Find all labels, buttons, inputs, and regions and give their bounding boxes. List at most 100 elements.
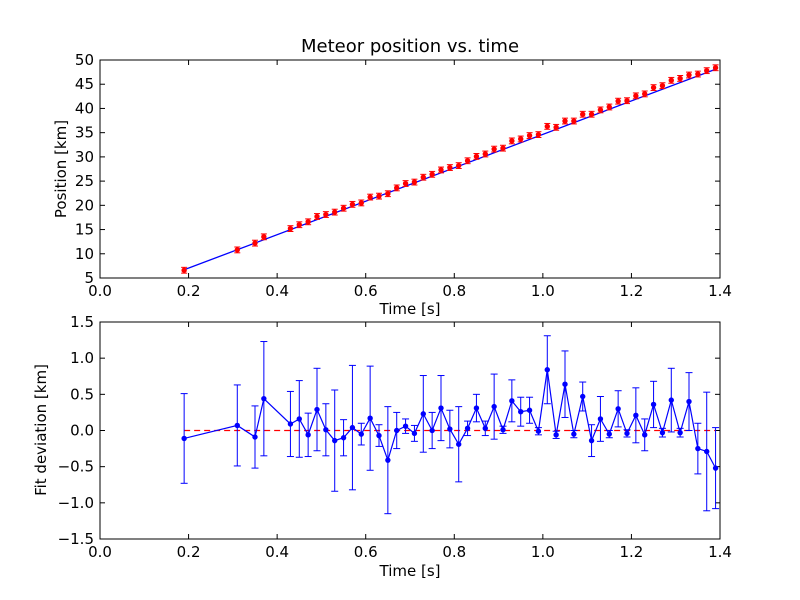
data-point <box>323 211 329 218</box>
x-tick-label: 0.2 <box>177 282 201 300</box>
measurement-point <box>181 266 188 274</box>
data-point <box>385 457 391 463</box>
data-point <box>181 435 187 442</box>
data-point <box>411 430 418 437</box>
x-axis-label: Time [s] <box>379 562 441 580</box>
measurement-point <box>491 145 498 153</box>
deviation-point <box>561 350 569 418</box>
deviation-point <box>490 373 498 440</box>
data-point <box>562 118 568 124</box>
measurement-point <box>402 180 409 187</box>
data-point <box>323 427 329 433</box>
measurement-point <box>624 97 630 105</box>
y-axis-label: Position [km] <box>52 120 70 218</box>
deviation-point <box>614 390 622 428</box>
data-point <box>642 91 648 97</box>
measurement-point <box>252 239 258 247</box>
data-point <box>420 411 426 417</box>
measurement-point <box>287 225 294 232</box>
data-point <box>642 432 648 438</box>
measurement-point <box>455 162 462 170</box>
y-tick-label: 30 <box>75 148 94 166</box>
data-point <box>571 431 577 437</box>
measurement-point <box>517 135 524 143</box>
y-tick-label: 50 <box>75 51 94 69</box>
x-tick-label: 0.0 <box>88 543 112 561</box>
measurement-point <box>331 208 338 216</box>
data-point <box>385 191 391 197</box>
y-axis-ticks: −1.5 −1.0 −0.5 0.0 0.5 1.0 1.5 <box>58 313 720 548</box>
deviation-point <box>455 406 463 483</box>
deviation-point <box>508 379 516 423</box>
deviation-point <box>534 427 542 436</box>
x-tick-label: 1.2 <box>619 282 643 300</box>
data-point <box>659 82 666 89</box>
data-point <box>447 426 453 432</box>
measurement-point <box>535 131 542 139</box>
deviation-point <box>419 375 427 453</box>
deviation-point <box>233 384 241 467</box>
data-point <box>349 424 356 431</box>
data-point <box>553 432 559 438</box>
measurement-point <box>322 211 329 218</box>
measurement-point <box>615 97 622 105</box>
y-tick-label: 35 <box>75 124 94 142</box>
data-point <box>456 441 462 447</box>
measurement-point <box>703 67 710 75</box>
data-point <box>624 97 630 104</box>
deviation-point <box>295 380 303 458</box>
deviation-point <box>331 389 339 492</box>
data-point <box>340 435 347 441</box>
data-point <box>650 401 657 408</box>
data-point <box>402 180 409 187</box>
deviation-point <box>650 380 658 429</box>
data-point <box>500 427 506 433</box>
data-point <box>411 179 418 185</box>
x-tick-label: 0.8 <box>442 543 466 561</box>
deviation-point <box>322 403 330 457</box>
deviation-point <box>596 396 604 442</box>
deviation-point <box>464 420 472 437</box>
measurement-point <box>234 246 241 254</box>
data-point <box>695 71 701 77</box>
y-tick-label: 1.0 <box>70 349 94 367</box>
data-point <box>438 167 444 173</box>
data-point <box>367 194 373 200</box>
measurement-point <box>349 200 356 208</box>
deviation-point <box>712 427 720 510</box>
position-plot: Meteor position vs. time 0.0 0.2 0.4 0.6 0.8… <box>52 36 732 318</box>
x-tick-label: 1.4 <box>708 543 732 561</box>
data-point <box>712 65 719 71</box>
data-point <box>349 201 356 208</box>
measurement-point <box>650 84 657 92</box>
measurement-errorbars <box>181 64 719 274</box>
deviation-point <box>623 429 631 438</box>
deviation-point <box>286 390 294 458</box>
deviation-point <box>552 430 560 439</box>
y-tick-label: 1.5 <box>70 313 94 331</box>
deviation-point <box>605 430 613 439</box>
data-point <box>491 146 497 152</box>
deviation-point <box>703 391 711 512</box>
data-point <box>615 98 621 104</box>
deviation-point <box>366 365 374 471</box>
data-point <box>287 421 294 427</box>
data-point <box>376 432 382 439</box>
measurement-point <box>464 157 471 165</box>
deviation-point <box>472 393 480 423</box>
deviation-point <box>428 411 436 450</box>
measurement-point <box>686 71 692 79</box>
measurement-point <box>420 173 427 181</box>
data-point <box>571 118 577 124</box>
data-point <box>358 431 364 437</box>
deviation-errorbars <box>180 335 720 515</box>
measurement-point <box>632 92 639 100</box>
measurement-point <box>305 218 312 226</box>
data-point <box>650 84 657 91</box>
data-point <box>704 67 710 74</box>
deviation-point <box>481 420 489 437</box>
data-point <box>296 416 302 422</box>
x-tick-label: 1.0 <box>531 282 555 300</box>
data-point <box>482 151 488 157</box>
